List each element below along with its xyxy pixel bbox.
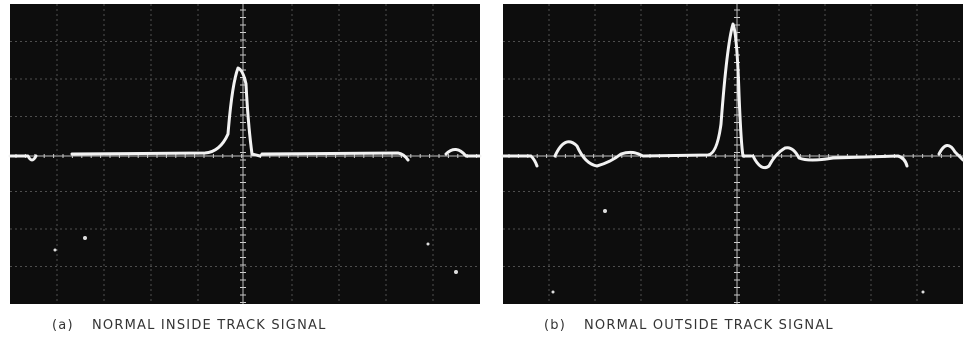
dot bbox=[921, 290, 925, 294]
dot bbox=[83, 236, 87, 240]
dot bbox=[454, 270, 458, 274]
scope-panel-a bbox=[8, 4, 482, 304]
panel-caption: NORMAL INSIDE TRACK SIGNAL bbox=[92, 318, 327, 333]
panel-caption: NORMAL OUTSIDE TRACK SIGNAL bbox=[584, 318, 834, 333]
dot bbox=[551, 290, 555, 294]
dot bbox=[53, 248, 57, 252]
dot bbox=[603, 209, 607, 213]
panel-label: (a) bbox=[52, 318, 74, 333]
panel-label: (b) bbox=[544, 318, 566, 333]
dot bbox=[426, 242, 430, 246]
scope-panel-b bbox=[501, 4, 964, 304]
signal-trace bbox=[501, 22, 964, 170]
signal-trace bbox=[8, 66, 482, 162]
